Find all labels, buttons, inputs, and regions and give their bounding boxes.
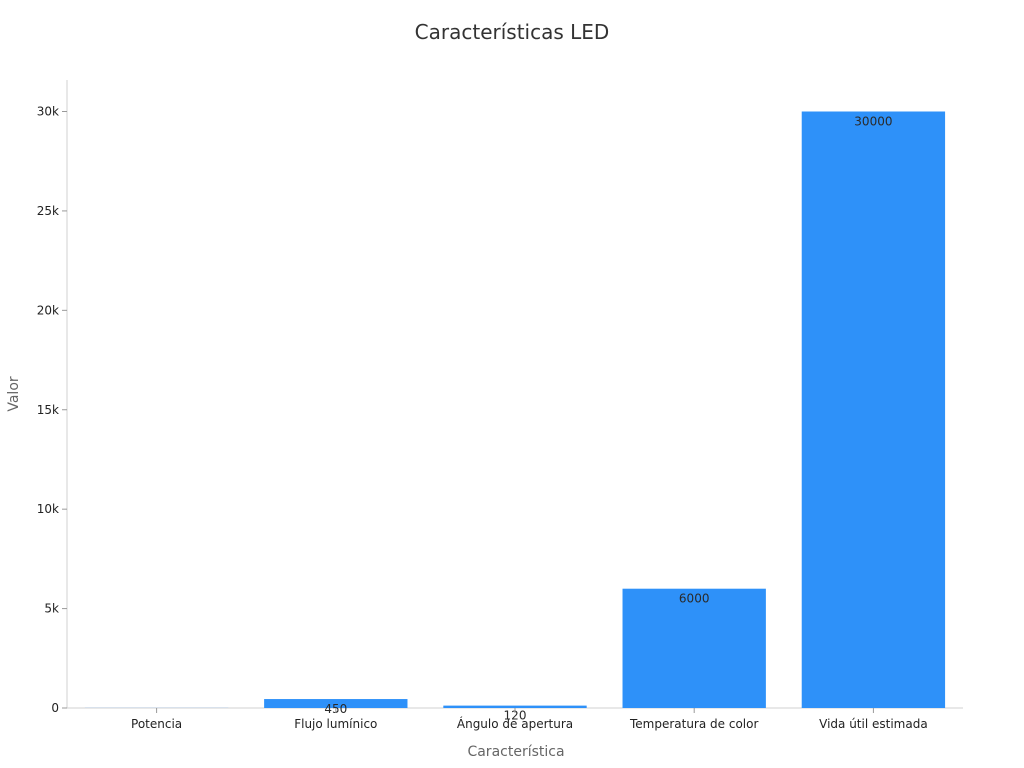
bar: [622, 588, 766, 708]
y-tick-label: 0: [51, 701, 59, 715]
x-tick-label: Vida útil estimada: [819, 717, 928, 731]
x-ticks: Potencia Flujo lumínico Ángulo de apertura…: [131, 708, 928, 731]
y-tick-label: 15k: [37, 403, 59, 417]
bar: [443, 705, 587, 708]
y-tick-label: 25k: [37, 204, 59, 218]
y-tick-label: 10k: [37, 502, 59, 516]
y-tick-label: 5k: [44, 602, 59, 616]
y-tick-label: 30k: [37, 105, 59, 119]
bar: [264, 699, 408, 708]
y-ticks: 0 5k 10k 15k 20k 25k 30k: [37, 105, 67, 715]
x-tick-label: Flujo lumínico: [294, 717, 377, 731]
bar-value-label: 6000: [679, 592, 710, 606]
y-tick-label: 20k: [37, 303, 59, 317]
x-tick-label: Temperatura de color: [629, 717, 758, 731]
bar-value-label: 30000: [854, 115, 892, 129]
bar-value-label: 120: [504, 709, 527, 723]
y-axis-title: Valor: [6, 376, 22, 412]
chart-title: Características LED: [415, 20, 610, 44]
x-tick-label: Potencia: [131, 717, 182, 731]
x-tick-label: Ángulo de apertura: [457, 716, 573, 731]
bar: [801, 111, 946, 708]
x-axis-title: Característica: [467, 744, 564, 760]
